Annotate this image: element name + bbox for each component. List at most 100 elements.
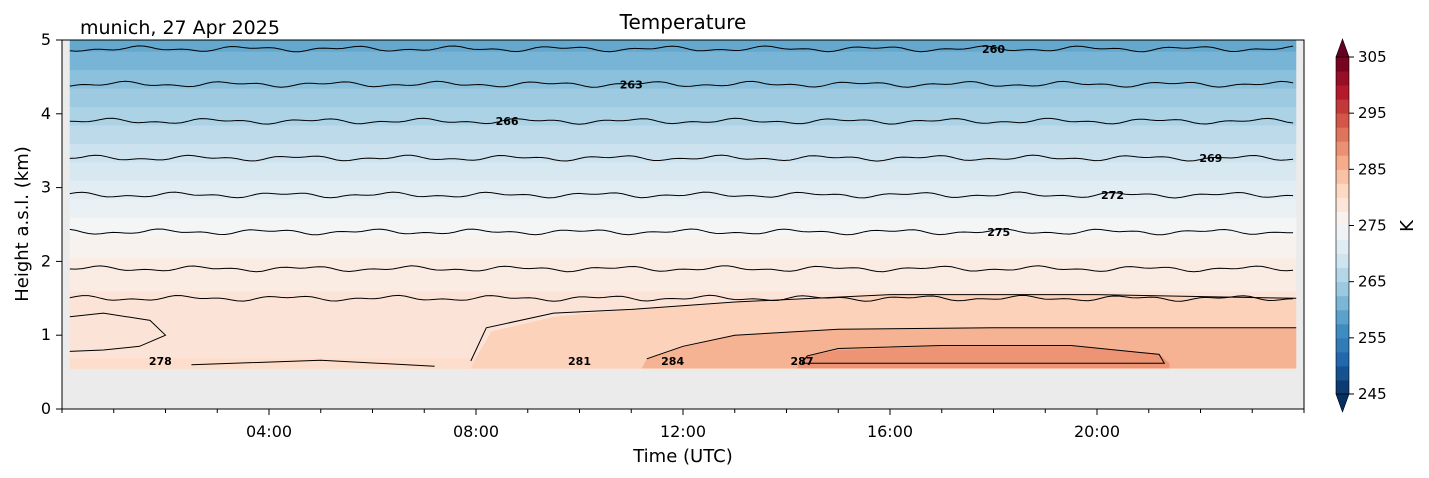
temperature-band — [69, 272, 1297, 277]
contour-line — [191, 359, 435, 367]
colorbar-segment — [1336, 337, 1349, 353]
temperature-band — [69, 239, 1297, 244]
x-axis-label: Time (UTC) — [632, 446, 733, 467]
temperature-band — [69, 283, 1297, 288]
contour-label: 263 — [620, 78, 643, 91]
temperature-band — [69, 194, 1297, 200]
temperature-band — [69, 217, 1297, 222]
temperature-band — [69, 106, 1297, 111]
temperature-band — [69, 246, 1297, 251]
temperature-band — [69, 235, 1297, 240]
temperature-band — [69, 139, 1297, 144]
temperature-band — [69, 268, 1297, 274]
y-tick-label: 1 — [41, 325, 51, 344]
temperature-band — [69, 290, 1297, 296]
x-tick-label: 16:00 — [867, 422, 913, 441]
temperature-band — [69, 158, 1297, 163]
temperature-band — [69, 298, 1297, 303]
temperature-band — [69, 294, 1297, 299]
contour-labels: 260 263 266 269 272 275 278 281 284 287 — [149, 43, 1222, 368]
temperature-band — [69, 95, 1297, 100]
colorbar-tick-label: 285 — [1358, 160, 1387, 178]
contour-label: 275 — [987, 226, 1010, 239]
contour-line — [69, 154, 1294, 162]
temperature-band — [69, 206, 1297, 211]
temperature-band — [69, 80, 1297, 85]
contour-line — [69, 228, 1294, 236]
x-axis: 04:00 08:00 12:00 16:00 20:00 — [61, 409, 1305, 441]
colorbar: 245 255 265 275 285 295 305 — [1335, 38, 1387, 413]
colorbar-tick-label: 295 — [1358, 104, 1387, 122]
colorbar-segment — [1336, 85, 1349, 100]
temperature-band — [69, 128, 1297, 133]
contour-line — [69, 294, 1294, 302]
temperature-band — [69, 265, 1297, 270]
x-tick-label: 20:00 — [1074, 422, 1120, 441]
temperature-band — [69, 40, 1297, 45]
temperature-band — [69, 150, 1297, 155]
temperature-band — [69, 261, 1297, 266]
temperature-band — [69, 132, 1297, 137]
y-axis-label: Height a.s.l. (km) — [12, 146, 33, 302]
temperature-band — [69, 87, 1297, 93]
temperature-band — [69, 76, 1297, 82]
contour-line — [69, 45, 1294, 53]
temperature-band — [69, 58, 1297, 63]
contour-line — [69, 80, 1294, 88]
x-tick-label: 12:00 — [660, 422, 706, 441]
temperature-band — [69, 154, 1297, 159]
temperature-band — [69, 43, 1297, 48]
temperature-band — [69, 47, 1297, 52]
colorbar-extend-top — [1335, 38, 1350, 58]
colorbar-tick-label: 245 — [1358, 385, 1387, 403]
contour-line — [69, 117, 1294, 125]
temperature-band — [69, 250, 1297, 255]
colorbar-segment — [1336, 71, 1349, 86]
temperature-band — [69, 231, 1297, 237]
colorbar-segment — [1336, 197, 1349, 212]
temperature-band — [69, 279, 1297, 285]
temperature-band — [69, 213, 1297, 218]
colorbar-segment — [1336, 141, 1349, 156]
y-tick-label: 0 — [41, 399, 51, 418]
contour-label: 278 — [149, 355, 172, 368]
colorbar-segment — [1336, 379, 1349, 395]
y-axis: 0 1 2 3 4 5 — [41, 30, 62, 418]
temperature-band — [69, 73, 1297, 78]
temperature-band — [69, 99, 1297, 104]
colorbar-segment — [1336, 365, 1349, 381]
temperature-band — [69, 301, 1297, 307]
colorbar-segment — [1336, 281, 1349, 297]
temperature-band — [69, 172, 1297, 178]
temperature-band — [69, 113, 1297, 119]
colorbar-segment — [1336, 323, 1349, 339]
temperature-band — [69, 242, 1297, 248]
contour-line — [69, 265, 1294, 273]
colorbar-segment — [1336, 127, 1349, 142]
temperature-band — [69, 135, 1297, 141]
temperature-band — [69, 121, 1297, 126]
colorbar-segment — [1336, 295, 1349, 311]
x-tick-label: 04:00 — [246, 422, 292, 441]
colorbar-segment — [1336, 239, 1349, 255]
contour-label: 272 — [1101, 189, 1124, 202]
temperature-band — [69, 287, 1297, 292]
temperature-band — [69, 176, 1297, 181]
colorbar-segment — [1336, 169, 1349, 184]
temperature-band — [69, 169, 1297, 174]
temperature-band — [69, 69, 1297, 74]
y-tick-label: 2 — [41, 251, 51, 270]
temperature-band — [69, 180, 1297, 185]
colorbar-segment — [1336, 211, 1349, 226]
colorbar-segment — [1336, 183, 1349, 198]
temperature-band — [69, 187, 1297, 192]
contour-line — [69, 191, 1294, 199]
contour-line — [801, 345, 1166, 364]
colorbar-segment — [1336, 267, 1349, 283]
temperature-band — [69, 165, 1297, 170]
temperature-band — [69, 220, 1297, 226]
temperature-band — [69, 198, 1297, 203]
colorbar-segment — [1336, 99, 1349, 114]
temperature-band — [69, 183, 1297, 189]
